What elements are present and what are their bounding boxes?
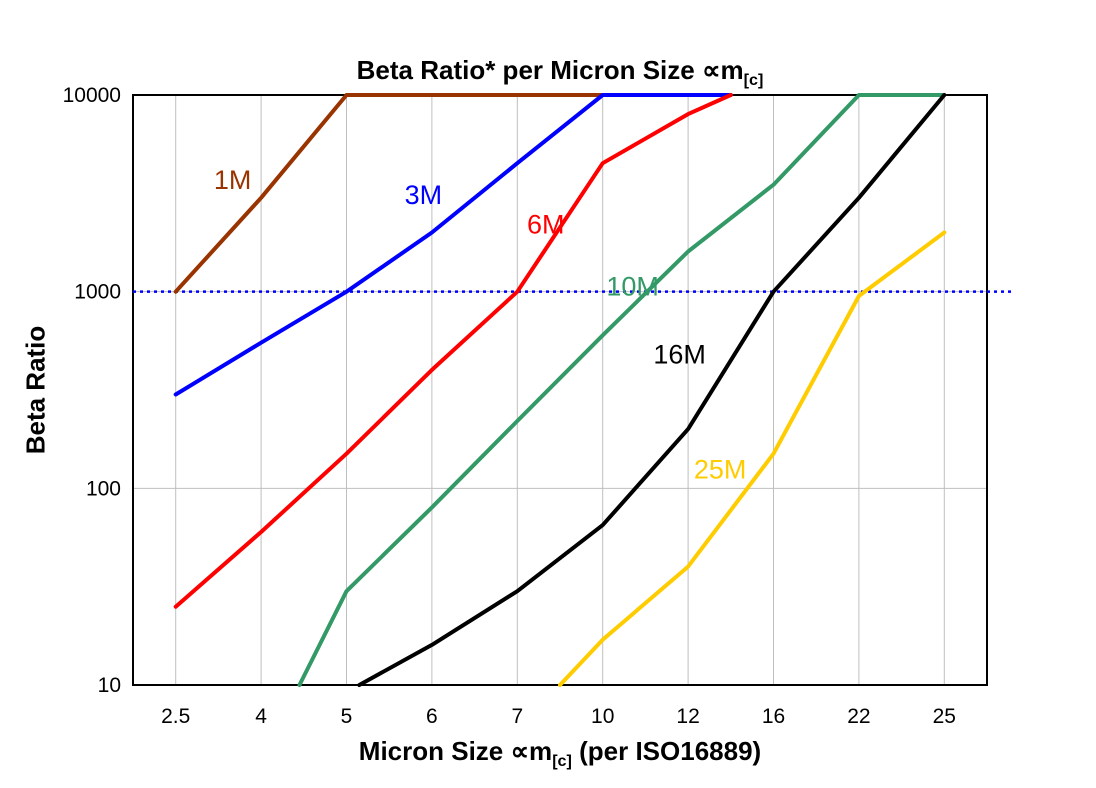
- x-tick-label: 4: [255, 705, 267, 728]
- x-tick-label: 5: [341, 705, 353, 728]
- chart-title-subscript: [c]: [743, 71, 764, 90]
- x-tick-label: 12: [676, 705, 699, 728]
- series-line-3M: [173, 93, 733, 397]
- x-tick-label: 2.5: [161, 705, 190, 728]
- x-axis-micron-symbol: ∝m: [510, 736, 553, 766]
- chart-title-micron-symbol: ∝m: [701, 55, 744, 85]
- x-tick-label: 7: [511, 705, 523, 728]
- chart-title-text: Beta Ratio* per Micron Size: [356, 55, 702, 85]
- x-axis-subscript: [c]: [552, 752, 572, 771]
- x-axis-label-pre: Micron Size: [358, 736, 511, 766]
- series-label-1M: 1M: [214, 165, 252, 195]
- x-tick-label: 25: [933, 705, 956, 728]
- series-label-16M: 16M: [653, 339, 706, 369]
- y-tick-label: 10000: [63, 84, 121, 107]
- x-tick-label: 10: [591, 705, 614, 728]
- series-line-6M: [173, 93, 733, 609]
- series-label-3M: 3M: [405, 180, 443, 210]
- x-axis-label: Micron Size ∝m[c] (per ISO16889): [133, 736, 987, 771]
- series-label-25M: 25M: [694, 454, 747, 484]
- y-tick-label: 1000: [74, 281, 121, 304]
- y-tick-label: 10: [98, 674, 121, 697]
- series-label-10M: 10M: [606, 272, 659, 302]
- chart-title: Beta Ratio* per Micron Size ∝m[c]: [133, 55, 987, 90]
- x-tick-label: 6: [426, 705, 438, 728]
- y-tick-label: 100: [86, 477, 121, 500]
- series-line-16M: [357, 93, 947, 687]
- series-label-6M: 6M: [527, 209, 565, 239]
- series-line-10M: [297, 93, 947, 687]
- x-axis-label-post: (per ISO16889): [571, 736, 762, 766]
- x-tick-label: 16: [762, 705, 785, 728]
- x-tick-label: 22: [847, 705, 870, 728]
- series-line-1M: [173, 93, 605, 294]
- series-line-25M: [558, 230, 947, 687]
